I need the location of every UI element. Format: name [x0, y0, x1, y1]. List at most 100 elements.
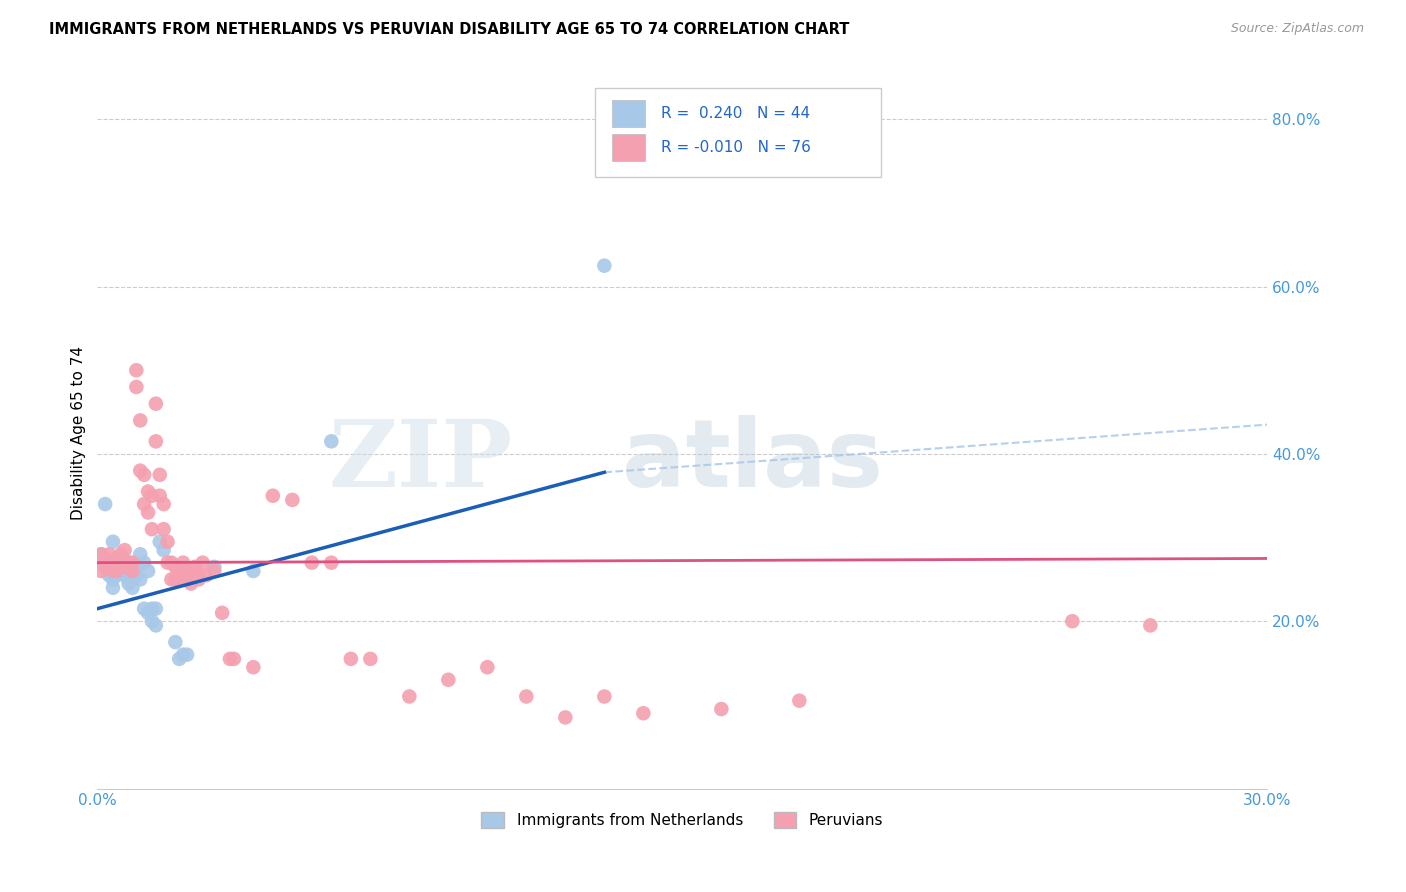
- Point: [105, 564, 128, 578]
- Point: [281, 492, 304, 507]
- Point: [125, 568, 148, 582]
- Point: [156, 534, 179, 549]
- Point: [176, 573, 198, 587]
- Point: [117, 576, 139, 591]
- Point: [110, 547, 132, 561]
- Point: [121, 556, 143, 570]
- Point: [152, 543, 174, 558]
- Point: [136, 506, 159, 520]
- Point: [94, 551, 117, 566]
- Point: [94, 559, 117, 574]
- Point: [554, 710, 576, 724]
- Point: [172, 556, 194, 570]
- Point: [321, 434, 343, 449]
- Bar: [612, 134, 645, 161]
- Point: [593, 690, 616, 704]
- Point: [101, 556, 124, 570]
- Point: [184, 559, 207, 574]
- Bar: [612, 100, 645, 128]
- Point: [125, 559, 148, 574]
- Point: [98, 547, 121, 561]
- Point: [145, 434, 167, 449]
- Point: [359, 652, 381, 666]
- Point: [117, 559, 139, 574]
- Point: [117, 573, 139, 587]
- Point: [152, 497, 174, 511]
- Point: [114, 559, 136, 574]
- Point: [176, 564, 198, 578]
- Point: [90, 547, 112, 561]
- Point: [129, 413, 152, 427]
- Point: [105, 551, 128, 566]
- Point: [129, 573, 152, 587]
- Point: [114, 568, 136, 582]
- Point: [156, 556, 179, 570]
- Point: [477, 660, 499, 674]
- Point: [90, 564, 112, 578]
- Point: [167, 652, 190, 666]
- Point: [242, 660, 264, 674]
- Point: [167, 564, 190, 578]
- Point: [152, 522, 174, 536]
- Point: [219, 652, 242, 666]
- Point: [110, 564, 132, 578]
- Point: [141, 489, 163, 503]
- Text: R =  0.240   N = 44: R = 0.240 N = 44: [661, 106, 810, 121]
- Point: [141, 601, 163, 615]
- Point: [141, 614, 163, 628]
- Point: [101, 573, 124, 587]
- Point: [202, 559, 225, 574]
- Point: [98, 568, 121, 582]
- FancyBboxPatch shape: [595, 88, 882, 177]
- Point: [710, 702, 733, 716]
- Point: [117, 556, 139, 570]
- Point: [136, 564, 159, 578]
- Point: [211, 606, 233, 620]
- Point: [134, 601, 156, 615]
- Point: [145, 618, 167, 632]
- Point: [321, 556, 343, 570]
- Point: [242, 564, 264, 578]
- Point: [176, 648, 198, 662]
- Point: [105, 564, 128, 578]
- Point: [1139, 618, 1161, 632]
- Point: [105, 568, 128, 582]
- Point: [165, 635, 187, 649]
- Point: [149, 467, 172, 482]
- Point: [101, 534, 124, 549]
- Point: [145, 397, 167, 411]
- Point: [90, 556, 112, 570]
- Point: [167, 573, 190, 587]
- Point: [149, 534, 172, 549]
- Point: [398, 690, 420, 704]
- Point: [141, 522, 163, 536]
- Point: [437, 673, 460, 687]
- Text: ZIP: ZIP: [329, 417, 513, 507]
- Point: [90, 547, 112, 561]
- Text: IMMIGRANTS FROM NETHERLANDS VS PERUVIAN DISABILITY AGE 65 TO 74 CORRELATION CHAR: IMMIGRANTS FROM NETHERLANDS VS PERUVIAN …: [49, 22, 849, 37]
- Point: [340, 652, 363, 666]
- Point: [149, 489, 172, 503]
- Point: [101, 581, 124, 595]
- Point: [172, 648, 194, 662]
- Point: [160, 573, 183, 587]
- Point: [187, 573, 209, 587]
- Point: [187, 568, 209, 582]
- Point: [134, 497, 156, 511]
- Point: [114, 543, 136, 558]
- Y-axis label: Disability Age 65 to 74: Disability Age 65 to 74: [72, 346, 86, 520]
- Point: [136, 606, 159, 620]
- Point: [98, 559, 121, 574]
- Point: [145, 601, 167, 615]
- Point: [129, 547, 152, 561]
- Point: [121, 564, 143, 578]
- Point: [90, 556, 112, 570]
- Point: [160, 556, 183, 570]
- Point: [184, 568, 207, 582]
- Point: [262, 489, 284, 503]
- Text: Source: ZipAtlas.com: Source: ZipAtlas.com: [1230, 22, 1364, 36]
- Point: [98, 559, 121, 574]
- Point: [172, 564, 194, 578]
- Point: [165, 573, 187, 587]
- Point: [98, 564, 121, 578]
